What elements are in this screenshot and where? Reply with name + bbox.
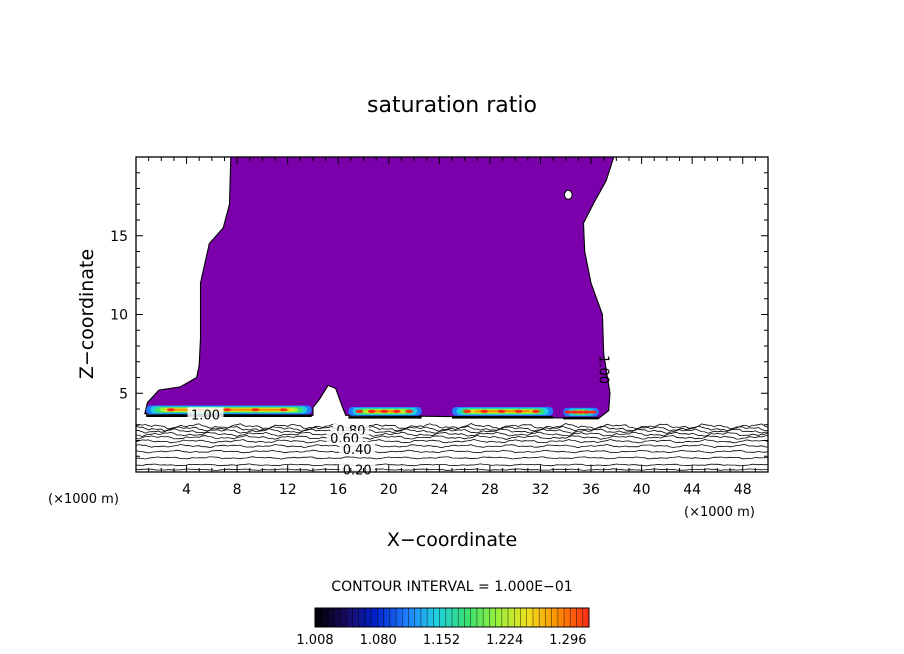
x-tick-label: 24	[430, 482, 448, 498]
cloud-base-line	[348, 416, 422, 419]
x-tick-label: 28	[481, 482, 499, 498]
cloud-hotspot	[251, 408, 260, 412]
cloud-hotspot	[514, 409, 523, 413]
plot-area	[136, 157, 768, 471]
chart-title: saturation ratio	[367, 93, 537, 118]
x-tick-label: 8	[233, 482, 242, 498]
contour-line	[136, 443, 768, 449]
y-axis-ticks: 5 10 15	[110, 172, 768, 457]
x-tick-label: 36	[582, 482, 600, 498]
y-axis-label: Z−coordinate	[76, 249, 98, 379]
cloud-hotspot	[392, 409, 401, 413]
contour-label: 1.00	[596, 355, 611, 384]
x-tick-label: 12	[279, 482, 297, 498]
contour-label: 0.20	[343, 463, 372, 478]
x-tick-label: 32	[532, 482, 550, 498]
cloud-hotspot	[223, 408, 232, 412]
x-unit-label-right: (×1000 m)	[684, 505, 755, 520]
cloud-base-line	[146, 414, 312, 417]
contour-line	[136, 422, 768, 430]
cloud-hotspot	[564, 410, 573, 414]
contour-line	[136, 434, 768, 440]
colorbar-label: 1.008	[296, 633, 333, 648]
contour-line	[136, 463, 768, 467]
y-tick-label: 15	[110, 229, 128, 245]
cloud-hotspot	[279, 408, 288, 412]
contour-line	[136, 431, 768, 437]
contour-line	[136, 456, 768, 460]
cloud-hotspot	[480, 409, 489, 413]
cloud-hotspot	[380, 409, 389, 413]
contour-line	[136, 425, 768, 432]
x-unit-label-left: (×1000 m)	[48, 492, 119, 507]
cloud-hotspot	[355, 409, 364, 413]
cloud-hotspot	[588, 410, 597, 414]
cloud-hotspot	[405, 409, 414, 413]
colorbar-ticks	[320, 608, 584, 627]
y-tick-label: 10	[110, 308, 128, 324]
contour-line	[136, 428, 768, 434]
cloud-hotspot	[570, 410, 579, 414]
x-axis-ticks: 4 8 12 16 20 24 28 32 36 40 44 48	[148, 157, 756, 498]
cloud-hotspot	[576, 410, 585, 414]
x-tick-label: 40	[633, 482, 651, 498]
y-tick-label: 5	[119, 386, 128, 402]
x-tick-label: 44	[683, 482, 701, 498]
contour-interval-text: CONTOUR INTERVAL = 1.000E−01	[331, 579, 572, 595]
contour-label-bg	[187, 407, 224, 422]
colorbar-label: 1.152	[423, 633, 460, 648]
contour-labels: 1.001.000.800.600.400.20	[187, 355, 611, 478]
contour-label: 0.40	[343, 443, 372, 458]
contour-line	[136, 449, 768, 454]
cloud-hotspot	[166, 408, 175, 412]
cloud-hotspot	[531, 409, 540, 413]
cloud-hotspot	[497, 409, 506, 413]
unsaturated-pocket	[563, 189, 573, 200]
contour-line	[136, 438, 768, 444]
cloud-base-line	[563, 416, 599, 420]
colorbar-label: 1.296	[549, 633, 586, 648]
contour-label-bg	[339, 441, 376, 456]
x-axis-label: X−coordinate	[387, 529, 517, 551]
x-tick-label: 48	[734, 482, 752, 498]
supersaturated-region	[144, 157, 615, 419]
contour-label-bg	[326, 430, 363, 445]
cloud-hotspot	[582, 410, 591, 414]
colorbar-label: 1.080	[360, 633, 397, 648]
cloud-base-line	[452, 416, 554, 419]
colorbar-label: 1.224	[486, 633, 523, 648]
cloud-hotspot	[367, 409, 376, 413]
x-tick-label: 16	[329, 482, 347, 498]
x-tick-label: 4	[182, 482, 191, 498]
x-tick-label: 20	[380, 482, 398, 498]
cloud-hotspot	[463, 409, 472, 413]
contour-label: 1.00	[191, 408, 220, 423]
colorbar-labels: 1.008 1.080 1.152 1.224 1.296	[296, 633, 586, 648]
contour-label-bg	[339, 462, 376, 477]
